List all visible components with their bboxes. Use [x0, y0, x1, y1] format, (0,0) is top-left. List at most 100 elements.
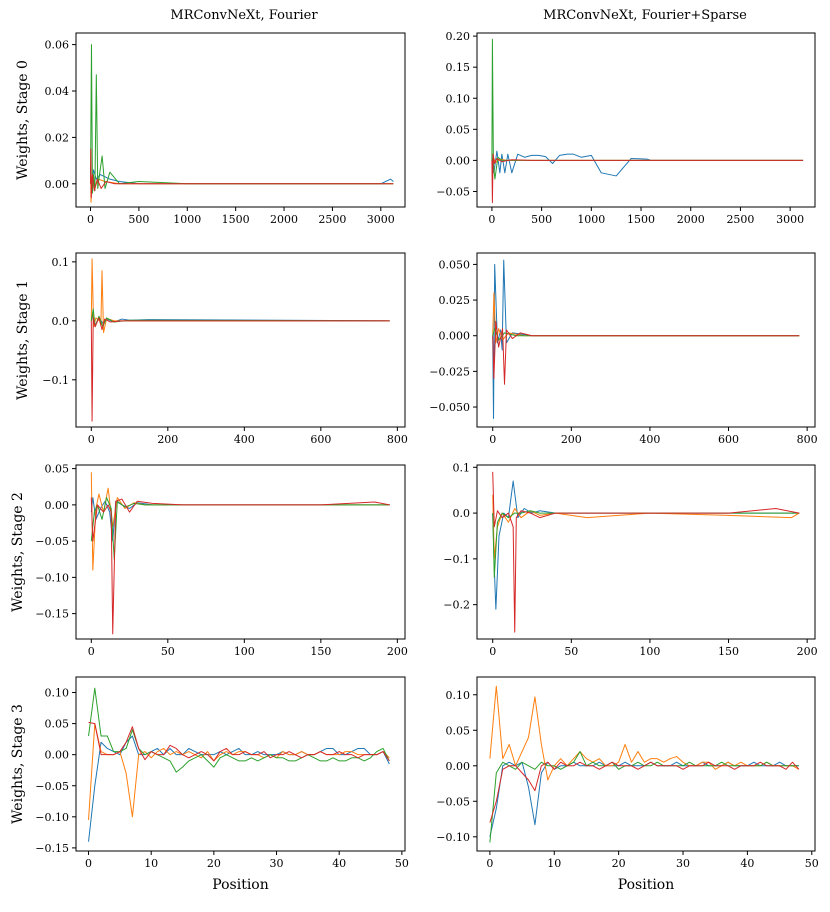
y-axis-label: Weights, Stage 0 [15, 60, 31, 180]
series-line-4 [492, 471, 800, 633]
y-tick-label: −0.025 [429, 365, 470, 378]
series-line-2 [492, 494, 800, 560]
x-tick-label: 2500 [318, 213, 346, 226]
x-tick-label: 200 [797, 645, 818, 658]
y-tick-label: 0.04 [45, 85, 70, 98]
plot-frame [476, 464, 816, 640]
x-tick-label: 1000 [173, 213, 201, 226]
series-line-3 [489, 751, 799, 843]
y-tick-label: 0.0 [52, 315, 70, 328]
y-tick-label: −0.1 [42, 374, 69, 387]
x-tick-label: 1000 [577, 213, 605, 226]
x-tick-label: 200 [387, 645, 408, 658]
series-line-1 [489, 761, 799, 837]
panel-6: 0 10 20 30 40 50 −0.15 −0.10 −0.05 0.00 0.05 0.10 We… [10, 676, 409, 893]
y-tick-label: 0.15 [446, 61, 471, 74]
x-tick-label: 500 [531, 213, 552, 226]
series-line-4 [492, 320, 800, 385]
y-tick-label: −0.15 [35, 842, 69, 855]
y-tick-label: −0.15 [35, 608, 69, 621]
y-tick-label: −0.05 [35, 535, 69, 548]
series-line-4 [88, 721, 390, 762]
col-title-left: MRConvNeXt, Fourier [170, 8, 318, 23]
x-tick-label: 10 [547, 857, 561, 870]
series-line-4 [489, 761, 800, 823]
series-line-3 [491, 38, 804, 180]
x-tick-label: 50 [805, 857, 819, 870]
y-axis-label: Weights, Stage 3 [10, 704, 26, 824]
x-tick-label: 0 [88, 645, 95, 658]
x-tick-label: 0 [87, 213, 94, 226]
y-tick-label: 0.02 [45, 131, 70, 144]
x-tick-label: 0 [488, 213, 495, 226]
y-tick-label: 0.025 [439, 294, 471, 307]
x-tick-label: 20 [207, 857, 221, 870]
plot-frame [75, 676, 406, 852]
y-tick-label: 0.00 [446, 760, 471, 773]
x-tick-label: 0 [88, 433, 95, 446]
x-tick-label: 50 [564, 645, 578, 658]
x-axis-label: Position [212, 877, 269, 893]
series-line-2 [90, 258, 390, 334]
x-tick-label: 150 [718, 645, 739, 658]
x-tick-label: 3000 [367, 213, 395, 226]
y-tick-label: 0.00 [45, 749, 70, 762]
y-tick-label: 0.0 [453, 507, 471, 520]
y-tick-label: 0.05 [45, 463, 70, 476]
panel-1: 0 500 1000 1500 2000 2500 3000 −0.05 0.00 0.05 0.1… [436, 30, 816, 226]
x-tick-label: 400 [234, 433, 255, 446]
series-line-4 [90, 497, 390, 635]
y-tick-label: 0.1 [453, 461, 471, 474]
col-title-right: MRConvNeXt, Fourier+Sparse [543, 8, 747, 23]
y-tick-label: 0.10 [45, 687, 70, 700]
y-tick-label: 0.05 [446, 724, 471, 737]
x-tick-label: 100 [234, 645, 255, 658]
x-tick-label: 2000 [677, 213, 705, 226]
x-tick-label: 500 [128, 213, 149, 226]
series-line-1 [492, 259, 800, 419]
series-line-4 [491, 153, 804, 204]
x-tick-label: 3000 [776, 213, 804, 226]
series-line-2 [88, 723, 390, 820]
series-line-4 [90, 317, 390, 422]
x-axis-label: Position [618, 877, 675, 893]
x-tick-label: 2500 [726, 213, 754, 226]
series-line-1 [492, 480, 800, 610]
x-tick-label: 2000 [270, 213, 298, 226]
y-tick-label: −0.10 [35, 811, 69, 824]
y-tick-label: 0.05 [446, 123, 471, 136]
plot-frame [476, 32, 816, 208]
series-line-3 [90, 497, 390, 560]
x-tick-label: 100 [639, 645, 660, 658]
y-tick-label: 0.00 [446, 154, 471, 167]
x-tick-label: 0 [85, 857, 92, 870]
x-tick-label: 1500 [627, 213, 655, 226]
x-tick-label: 10 [144, 857, 158, 870]
x-tick-label: 800 [797, 433, 818, 446]
plot-frame [476, 676, 816, 852]
plot-frame [75, 32, 406, 208]
y-tick-label: −0.05 [35, 780, 69, 793]
x-tick-label: 0 [486, 857, 493, 870]
y-axis-label: Weights, Stage 1 [15, 280, 31, 400]
panel-3: 0 200 400 600 800 −0.050 −0.025 0.000 0.025 0.050 [429, 252, 818, 446]
y-tick-label: 0.05 [45, 718, 70, 731]
x-tick-label: 40 [740, 857, 754, 870]
y-tick-label: 0.06 [45, 39, 70, 52]
series-line-3 [90, 44, 394, 194]
y-tick-label: −0.2 [443, 599, 470, 612]
y-tick-label: 0.00 [45, 178, 70, 191]
y-tick-label: −0.05 [436, 185, 470, 198]
x-tick-label: 30 [270, 857, 284, 870]
series-line-3 [492, 328, 800, 341]
y-tick-label: 0.050 [439, 258, 471, 271]
y-tick-label: −0.1 [443, 553, 470, 566]
x-tick-label: 150 [310, 645, 331, 658]
x-tick-label: 0 [489, 433, 496, 446]
plot-frame [75, 252, 406, 428]
plot-frame [75, 464, 406, 640]
x-tick-label: 400 [639, 433, 660, 446]
x-tick-label: 800 [387, 433, 408, 446]
x-tick-label: 0 [489, 645, 496, 658]
